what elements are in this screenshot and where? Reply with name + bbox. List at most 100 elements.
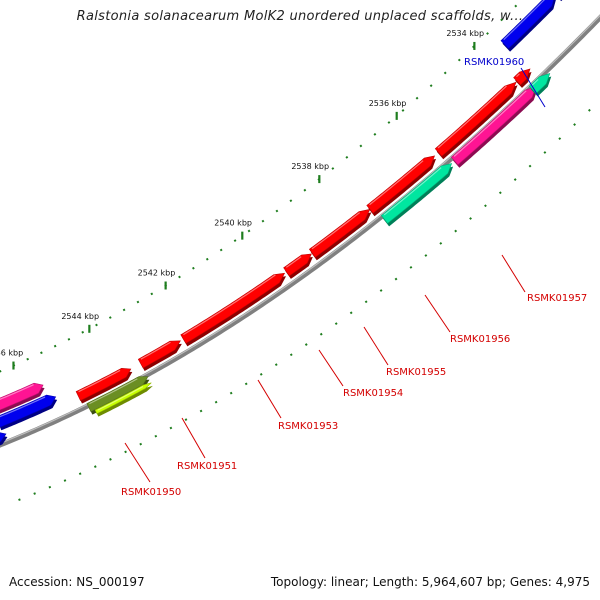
scale-label: 2546 kbp [0,349,23,358]
gene-feature-shadow [96,385,153,417]
scale-tick-lower [349,311,353,315]
scale-label: 2542 kbp [138,269,176,278]
scale-tick-lower [394,277,398,281]
scale-tick-upper [53,344,57,348]
scale-tick-upper [359,144,363,148]
scale-tick-upper [486,32,489,35]
rna-feature [528,73,551,94]
scale-tick-upper [457,58,461,62]
gene-feature [500,0,554,50]
scale-tick-lower [439,241,443,245]
scale-tick-lower [124,450,127,454]
scale-tick-lower [78,472,82,476]
gene-label[interactable]: RSMK01960 [464,57,524,68]
scale-tick-lower [587,108,591,112]
scale-label: 2534 kbp [446,29,484,38]
cds-feature-highlight [311,212,360,250]
scale-tick-upper [205,257,209,261]
gene-label[interactable]: RSMK01957 [527,293,587,304]
scale-tick-upper [26,357,29,361]
scale-tick-upper [514,4,518,8]
scale-tick-upper [261,219,265,223]
scale-tick-upper [219,248,223,252]
gene-label[interactable]: RSMK01950 [121,487,181,498]
accession-text: Accession: NS_000197 [9,575,145,589]
scale-tick-lower [289,353,293,357]
gene-label-leader [257,379,282,419]
scale-tick-lower [379,289,383,292]
cds-feature-highlight [285,256,302,268]
scale-tick-lower [304,343,308,346]
scale-tick-lower [484,204,487,208]
gene-feature [0,432,7,443]
scale-tick-upper [247,229,251,233]
scale-tick-upper [373,132,377,136]
gene-label-leader [363,326,389,366]
scale-tick-lower [573,123,576,126]
cds-feature-highlight [183,274,276,336]
cds-feature-highlight [369,160,424,206]
scale-tick-lower [244,382,248,386]
gene-feature [0,394,57,428]
scale-tick-upper [429,84,433,88]
cds-feature [513,68,531,86]
gene-label[interactable]: RSMK01954 [343,388,403,399]
cds-feature-highlight [516,73,520,78]
scale-tick-lower [214,400,218,404]
scale-tick-lower [558,137,562,141]
rna-feature-highlight [531,79,539,86]
genome-backbone-highlight [0,14,600,445]
scale-tick-upper [443,71,447,75]
scale-tick-lower [169,426,173,430]
scale-tick-upper [289,199,293,203]
cds-feature [75,368,132,401]
scale-tick-lower [199,409,203,413]
gene-label[interactable]: RSMK01953 [278,421,338,432]
scale-tick-lower [184,418,188,421]
scale-label: 2540 kbp [214,219,252,228]
scale-tick-upper [415,96,419,100]
scale-tick-upper [67,337,71,341]
gene-feature-highlight [0,396,46,418]
scale-label: 2538 kbp [291,162,329,171]
gene-feature-highlight [97,386,144,411]
gene-feature-shadow [560,0,563,2]
scale-tick-lower [139,442,143,446]
gene-feature [86,376,149,413]
scale-tick-upper [345,155,349,159]
gene-label[interactable]: RSMK01956 [450,334,510,345]
gene-label-leader [181,417,206,459]
gene-feature [94,382,152,415]
scale-tick-upper [136,300,140,304]
scale-label: 2536 kbp [369,99,407,108]
genome-stats-text: Topology: linear; Length: 5,964,607 bp; … [270,575,590,589]
scale-tick-upper [150,292,154,296]
scale-tick-upper [40,351,43,355]
scale-tick-upper [303,188,307,192]
rna-feature-highlight [383,167,442,216]
pseudogene-feature-highlight [0,384,34,400]
scale-tick-lower [93,465,97,468]
scale-tick-lower [48,485,52,489]
scale-tick-lower [543,151,547,154]
gene-feature-highlight [503,0,545,41]
scale-label: 2544 kbp [61,312,99,321]
gene-label[interactable]: RSMK01955 [386,367,446,378]
scale-tick-lower [154,434,158,438]
cds-feature [137,340,181,369]
scale-tick-upper [108,316,112,319]
gene-label-leader [501,254,526,293]
cds-feature [434,81,517,157]
gene-label-leader [318,349,344,387]
scale-tick-lower [409,265,413,269]
scale-tick-upper [81,330,85,334]
scale-tick-upper [275,209,279,213]
gene-feature-highlight [89,378,138,405]
gene-label[interactable]: RSMK01951 [177,461,237,472]
scale-tick-lower [109,458,112,461]
scale-tick-lower [364,300,368,304]
scale-tick-upper [331,167,335,170]
scale-tick-lower [334,322,338,326]
scale-tick-upper [233,239,237,242]
